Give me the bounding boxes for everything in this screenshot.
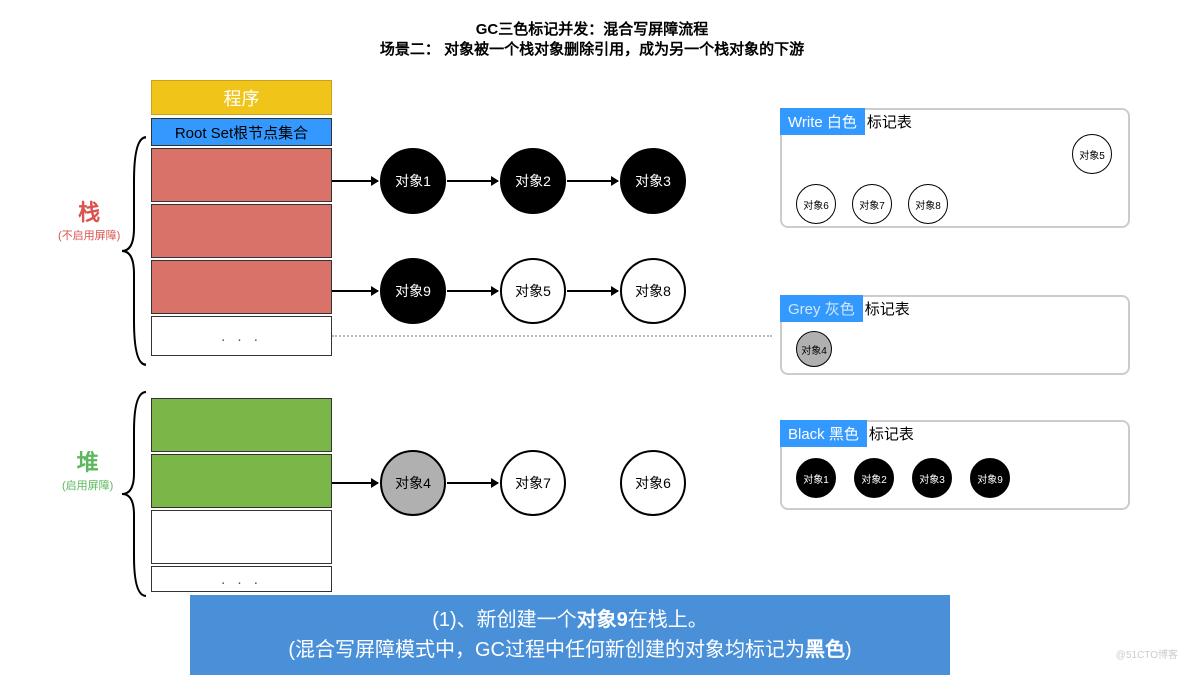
node-n1: 对象1	[380, 148, 446, 214]
table-item: 对象4	[796, 331, 832, 367]
table-item: 对象3	[912, 458, 952, 498]
white-mark-table: 对象5 对象6 对象7 对象8 Write 白色标记表	[780, 108, 1130, 228]
node-n7: 对象7	[500, 450, 566, 516]
node-n5: 对象5	[500, 258, 566, 324]
table-title: Grey 灰色标记表	[780, 295, 910, 322]
table-title: Black 黑色标记表	[780, 420, 914, 447]
node-n6: 对象6	[620, 450, 686, 516]
grey-mark-table: 对象4 Grey 灰色标记表	[780, 295, 1130, 375]
footer-line1: (1)、新创建一个对象9在栈上。	[190, 605, 950, 635]
table-item: 对象2	[854, 458, 894, 498]
table-title: Write 白色标记表	[780, 108, 912, 135]
table-item: 对象9	[970, 458, 1010, 498]
watermark: @51CTO博客	[1116, 646, 1178, 661]
node-n8: 对象8	[620, 258, 686, 324]
footer-caption: (1)、新创建一个对象9在栈上。 (混合写屏障模式中，GC过程中任何新创建的对象…	[190, 595, 950, 675]
node-n3: 对象3	[620, 148, 686, 214]
table-item: 对象1	[796, 458, 836, 498]
node-n9: 对象9	[380, 258, 446, 324]
footer-line2: (混合写屏障模式中，GC过程中任何新创建的对象均标记为黑色)	[190, 635, 950, 665]
dashed-connector	[332, 335, 772, 337]
node-n2: 对象2	[500, 148, 566, 214]
table-item: 对象5	[1072, 134, 1112, 174]
table-item: 对象6	[796, 184, 836, 224]
table-item: 对象7	[852, 184, 892, 224]
black-mark-table: 对象1 对象2 对象3 对象9 Black 黑色标记表	[780, 420, 1130, 510]
table-item: 对象8	[908, 184, 948, 224]
node-n4: 对象4	[380, 450, 446, 516]
